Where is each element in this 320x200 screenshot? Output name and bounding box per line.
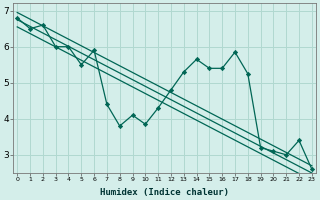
X-axis label: Humidex (Indice chaleur): Humidex (Indice chaleur) — [100, 188, 229, 197]
